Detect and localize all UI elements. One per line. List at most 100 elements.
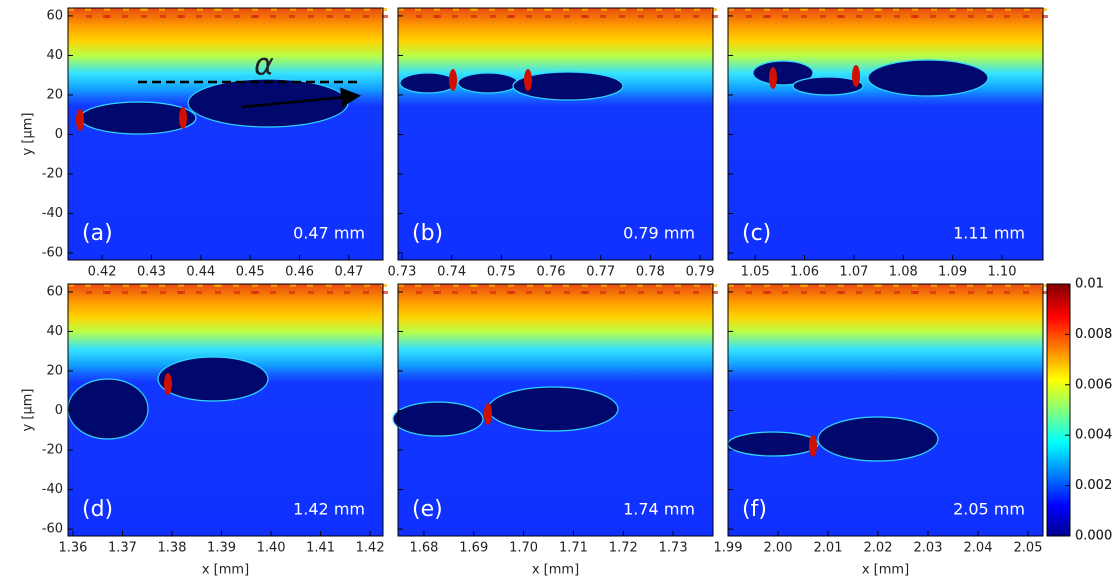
x-axis-label: x [mm] [532,563,579,578]
y-tick-label: 60 [46,284,63,299]
noise [838,8,844,11]
noise [416,15,422,18]
bubble [512,71,624,101]
noise [470,284,476,287]
noise [233,284,239,287]
noise [453,8,459,11]
noise [178,284,184,287]
noise [801,291,807,294]
bubble [392,401,484,437]
streak [164,373,172,395]
noise [141,291,147,294]
noise [344,291,350,294]
noise [764,8,770,11]
noise [950,284,956,287]
x-tick-label: 1.37 [108,541,137,556]
noise [856,291,862,294]
noise [68,284,74,287]
noise [289,291,295,294]
noise [637,8,643,11]
y-tick-label: -20 [42,443,63,458]
panel-label: (b) [412,221,443,246]
noise [582,8,588,11]
noise [490,15,496,18]
x-tick-label: 0.44 [186,265,215,280]
noise [674,15,680,18]
bubble [817,416,939,462]
noise [657,15,663,18]
x-tick-label: 0.47 [334,265,363,280]
noise [801,15,807,18]
noise [783,8,789,11]
noise [398,284,404,287]
noise [874,8,880,11]
y-tick-label: -40 [42,482,63,497]
y-tick-label: -20 [42,167,63,182]
noise [452,291,458,294]
noise [600,291,606,294]
x-tick-label: 1.99 [714,541,743,556]
x-tick-label: 1.73 [659,541,688,556]
noise [234,291,240,294]
colorbar-tick-label: 0.01 [1075,277,1104,292]
noise [308,291,314,294]
noise [398,8,404,11]
noise [307,284,313,287]
noise [582,284,588,287]
noise [1024,8,1030,11]
panel [392,283,718,537]
noise [745,284,751,287]
noise [214,8,220,11]
noise [214,284,220,287]
colorbar-tick-label: 0.000 [1075,529,1112,544]
noise [471,291,477,294]
noise [1041,8,1047,11]
y-axis-label: y [μm] [21,389,36,432]
noise [819,8,825,11]
noise [326,284,332,287]
panel-label: (a) [82,221,113,246]
noise [581,15,587,18]
noise [638,291,644,294]
panel-label: (c) [742,221,771,246]
noise [763,15,769,18]
noise [122,15,128,18]
bubble [79,101,197,135]
x-tick-label: 1.72 [609,541,638,556]
noise [507,291,513,294]
noise [620,284,626,287]
y-tick-label: 0 [55,403,63,418]
noise [86,15,92,18]
noise [527,284,533,287]
noise [452,15,458,18]
y-tick-label: 40 [46,324,63,339]
bubble [792,76,864,96]
noise [270,15,276,18]
colorbar-tick-label: 0.004 [1075,428,1112,443]
panel [67,283,388,537]
noise [912,284,918,287]
noise [433,15,439,18]
noise [987,15,993,18]
y-tick-label: 60 [46,8,63,23]
x-tick-label: 0.79 [686,265,715,280]
bubble [157,356,269,402]
x-tick-label: 1.68 [409,541,438,556]
noise [856,15,862,18]
noise [344,15,350,18]
colorbar-tick-label: 0.004 [1075,428,1112,443]
y-tick-label: -60 [42,246,63,261]
x-tick-label: 2.05 [1014,541,1043,556]
noise [782,15,788,18]
noise [196,15,202,18]
panel-label: (d) [82,497,113,522]
noise [508,284,514,287]
noise [563,8,569,11]
x-tick-label: 1.71 [559,541,588,556]
x-tick-label: 1.09 [938,265,967,280]
noise [1005,8,1011,11]
noise [507,15,513,18]
noise [382,15,388,18]
noise [415,8,421,11]
